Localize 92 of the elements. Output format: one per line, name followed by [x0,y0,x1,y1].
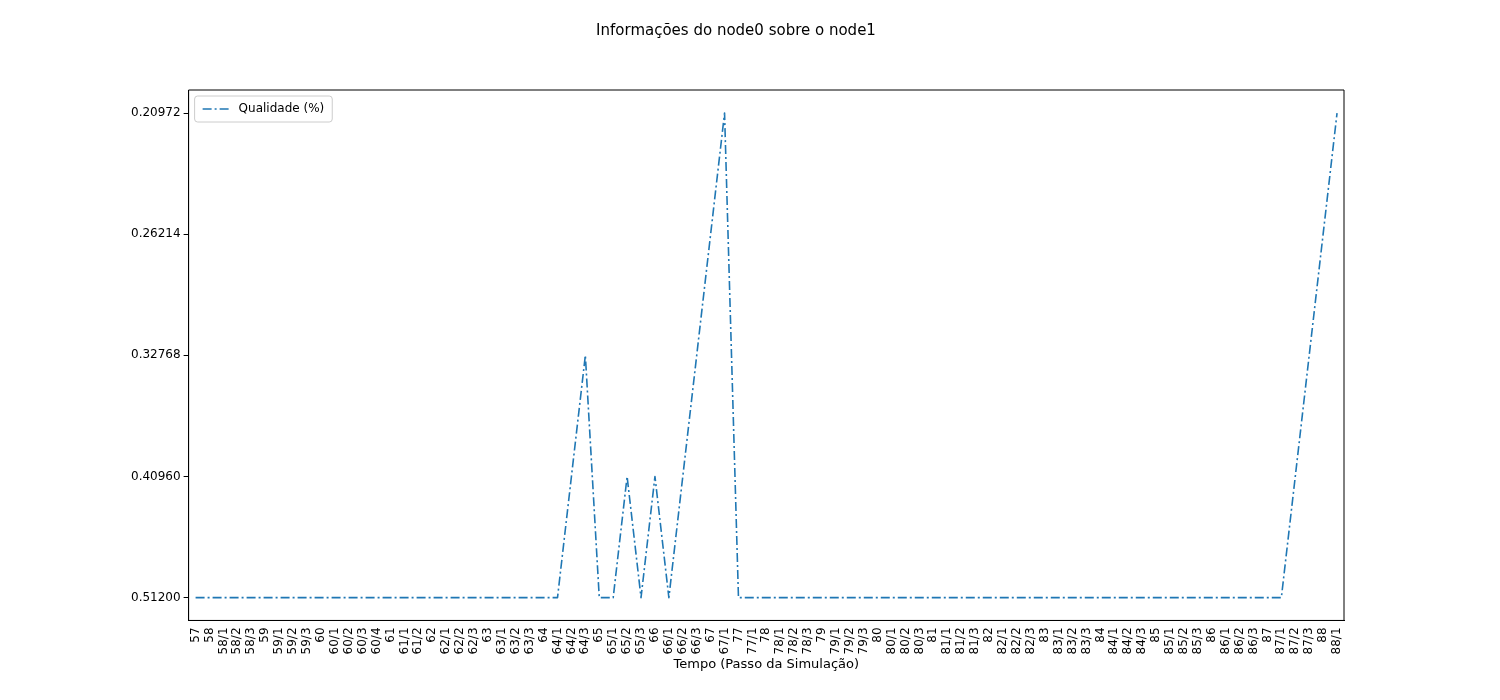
x-tick-label: 81 [925,627,940,643]
x-tick-label: 61/1 [396,627,411,655]
x-tick-label: 77 [730,627,745,643]
x-tick-label: 79/2 [841,627,856,655]
x-tick-label: 67/1 [716,627,731,655]
x-tick-label: 59 [257,627,272,643]
x-tick-label: 85 [1148,627,1163,643]
x-tick-label: 61 [382,627,397,643]
x-tick-label: 82/1 [995,627,1010,655]
chart-title: Informações do node0 sobre o node1 [596,20,876,39]
x-tick-label: 79/3 [855,627,870,655]
y-tick-label: 0.51200 [131,589,181,604]
x-tick-label: 57 [187,627,202,643]
x-tick-label: 58 [201,627,216,643]
x-tick-label: 80/2 [897,627,912,655]
x-tick-label: 84/2 [1120,627,1135,655]
x-tick-label: 79 [814,627,829,643]
x-tick-label: 58/2 [229,627,244,655]
x-tick-label: 66/3 [688,627,703,655]
x-tick-label: 85/1 [1162,627,1177,655]
x-tick-label: 88/1 [1329,627,1344,655]
x-tick-label: 78/1 [772,627,787,655]
x-tick-label: 83 [1036,627,1051,643]
x-tick-label: 60/4 [368,627,383,655]
x-tick-label: 87/3 [1301,627,1316,655]
y-tick-label: 0.32768 [131,347,181,362]
x-tick-label: 60 [312,627,327,643]
x-tick-label: 66/1 [661,627,675,655]
x-tick-label: 67 [702,627,717,643]
x-tick-label: 62/2 [452,627,467,655]
x-tick-label: 60/2 [340,627,355,655]
x-tick-label: 86/3 [1245,627,1260,655]
x-tick-label: 85/2 [1176,627,1191,655]
x-tick-label: 80/3 [911,627,926,655]
x-tick-label: 58/3 [243,627,258,655]
x-tick-label: 80/1 [883,627,898,655]
x-tick-label: 65/3 [633,627,648,655]
x-tick-label: 63/2 [507,627,522,655]
x-tick-label: 87/2 [1287,627,1302,655]
x-tick-label: 62/3 [466,627,481,655]
x-tick-label: 63/3 [521,627,536,655]
x-axis-title: Tempo (Passo da Simulação) [672,655,860,671]
x-tick-label: 83/3 [1078,627,1093,655]
x-tick-label: 60/3 [354,627,369,655]
x-tick-label: 78 [758,627,773,643]
x-tick-label: 84/1 [1106,627,1121,655]
x-tick-label: 65 [591,627,606,643]
x-tick-label: 82/3 [1022,627,1037,655]
x-tick-label: 81/3 [967,627,982,655]
x-tick-label: 82 [981,627,996,643]
x-tick-label: 61/2 [410,627,425,655]
x-tick-label: 81/2 [953,627,968,655]
x-tick-label: 63/1 [493,627,508,655]
x-tick-label: 79/1 [828,627,843,655]
x-tick-label: 88 [1315,627,1330,643]
x-tick-label: 81/1 [939,627,954,655]
x-tick-label: 83/1 [1050,627,1065,655]
x-tick-label: 60/1 [326,627,341,655]
x-tick-label: 59/1 [271,627,286,655]
x-tick-label: 78/2 [786,627,801,655]
y-tick-label: 0.40960 [131,468,181,483]
x-tick-label: 64 [535,627,550,643]
x-tick-label: 62 [424,627,439,643]
line-series [194,112,1338,599]
legend-label: Qualidade (%) [238,101,325,116]
x-tick-label: 64/1 [549,627,564,655]
x-tick-label: 87 [1259,627,1274,643]
x-tick-label: 64/2 [563,627,578,655]
x-tick-label: 58/1 [215,627,230,655]
x-tick-label: 65/2 [619,627,634,655]
x-tick-label: 63 [480,627,495,643]
x-tick-label: 64/3 [577,627,592,655]
x-tick-label: 86 [1203,627,1218,643]
x-tick-label: 85/3 [1189,627,1204,655]
x-tick-label: 66/2 [674,627,689,655]
x-tick-label: 77/1 [744,627,759,655]
x-tick-label: 87/1 [1273,627,1288,655]
x-tick-label: 83/2 [1064,627,1079,655]
x-tick-label: 59/2 [285,627,300,655]
y-tick-label: 0.26214 [131,226,181,241]
x-tick-label: 65/1 [605,627,620,655]
x-tick-label: 86/2 [1231,627,1246,655]
x-tick-label: 84 [1092,627,1107,643]
x-tick-label: 78/3 [800,627,815,655]
x-tick-label: 59/3 [299,627,314,655]
x-tick-label: 82/2 [1009,627,1023,655]
x-tick-label: 86/1 [1217,627,1232,655]
x-tick-label: 66 [647,627,662,643]
x-tick-label: 84/3 [1134,627,1149,655]
x-tick-label: 62/1 [438,627,453,655]
x-tick-label: 80 [869,627,884,643]
y-tick-label: 0.20972 [131,105,181,120]
